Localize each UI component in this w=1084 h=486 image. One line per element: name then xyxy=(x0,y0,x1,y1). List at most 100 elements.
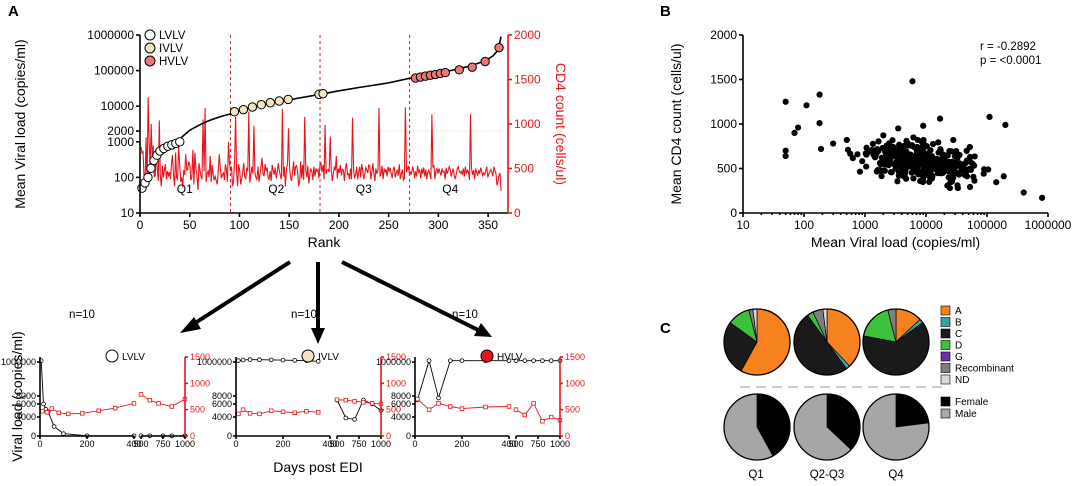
group-label: Q4 xyxy=(888,469,904,481)
subtype-legend-swatch xyxy=(940,328,951,339)
subtype-legend-swatch xyxy=(940,374,951,385)
cd4-point xyxy=(44,410,50,415)
cd4-point xyxy=(113,405,118,411)
scatter-point xyxy=(863,163,870,170)
quartile-label: Q4 xyxy=(442,182,458,196)
y-tick-label: 1000000 xyxy=(197,357,232,367)
scatter-point xyxy=(876,159,884,167)
x-tick-label: 1000 xyxy=(852,218,879,232)
legend-label: HVLV xyxy=(497,352,523,363)
cd4-point xyxy=(269,408,274,413)
scatter-point xyxy=(956,151,963,159)
scatter-point xyxy=(993,179,1000,186)
viral-load-line xyxy=(336,399,382,420)
x-tick-label: 10000 xyxy=(909,218,943,232)
cd4-point xyxy=(343,397,348,403)
y-tick-label: 0 xyxy=(227,431,232,441)
quartile-label: Q3 xyxy=(356,182,372,196)
scatter-point xyxy=(986,113,993,120)
y-tick-label: 2000 xyxy=(107,124,134,138)
x-tick-label: 1000 xyxy=(175,439,195,449)
y-tick-label: 4000 xyxy=(16,412,36,422)
legend-label: LVLV xyxy=(122,352,145,363)
cd4-point xyxy=(426,407,432,412)
scatter-point xyxy=(782,152,789,160)
cd4-point xyxy=(316,410,321,415)
y2-tick-label: 1000 xyxy=(514,117,541,131)
scatter-point xyxy=(894,178,901,185)
viral-load-point xyxy=(257,357,262,363)
scatter-point xyxy=(943,159,951,166)
y2-tick-label: 0 xyxy=(514,206,521,220)
y2-axis-label: CD4 count (cells/ul) xyxy=(553,63,569,185)
scatter-point xyxy=(923,157,930,165)
group-label: Q1 xyxy=(748,469,763,481)
subtype-legend-swatch xyxy=(940,305,951,316)
scatter-point xyxy=(873,146,881,153)
y-tick-label: 1000 xyxy=(710,117,737,131)
cd4-point xyxy=(280,409,286,414)
subtype-legend-label: ND xyxy=(955,375,969,386)
viral-load-point xyxy=(447,358,453,363)
scatter-point xyxy=(816,120,823,127)
subtype-legend-label: G xyxy=(955,352,963,363)
scatter-point xyxy=(981,166,988,173)
cd4-point xyxy=(540,419,545,424)
scatter-point xyxy=(928,175,936,182)
scatter-point xyxy=(950,136,957,144)
scatter-point xyxy=(967,166,974,174)
subtype-legend-swatch xyxy=(940,317,951,327)
ivlv-markers xyxy=(238,104,249,115)
viral-load-point xyxy=(436,395,441,401)
cd4-point xyxy=(448,404,453,409)
cd4-point xyxy=(531,401,536,406)
scatter-point xyxy=(936,115,944,122)
y-tick-label: 0 xyxy=(31,431,36,441)
scatter-point xyxy=(920,122,927,129)
lvlv-markers xyxy=(143,172,153,183)
x-tick-label: 750 xyxy=(351,439,366,449)
scatter-point xyxy=(782,98,789,105)
y2-tick-label: 500 xyxy=(514,162,534,176)
x-axis-label: Rank xyxy=(308,234,342,250)
n-label: n=10 xyxy=(452,309,478,321)
y-axis-label: Mean Viral load (copies/ml) xyxy=(12,39,28,208)
y2-tick-label: 0 xyxy=(190,431,195,441)
viral-load-point xyxy=(522,358,528,363)
legend-marker xyxy=(480,349,494,363)
scatter-point xyxy=(816,91,823,98)
y-tick-label: 1000000 xyxy=(376,357,411,367)
legend-label: HVLV xyxy=(159,56,189,68)
lvlv-markers xyxy=(175,137,185,147)
scatter-point xyxy=(880,132,887,139)
legend-marker xyxy=(144,55,156,67)
scatter-point xyxy=(859,158,866,165)
cd4-point xyxy=(56,410,61,416)
x-tick-label: 500 xyxy=(133,439,148,449)
scatter-point xyxy=(887,157,894,164)
scatter-point xyxy=(935,149,942,156)
subtype-legend-label: A xyxy=(955,306,962,317)
scatter-point xyxy=(937,164,944,171)
y2-tick-label: 2000 xyxy=(514,28,541,42)
sex-legend-swatch xyxy=(940,396,951,407)
viral-load-point xyxy=(531,358,536,363)
x-tick-label: 0 xyxy=(137,218,144,232)
x-tick-label: 1000000 xyxy=(1025,218,1072,232)
scatter-point xyxy=(794,124,802,131)
panel-b-scatter: 10 100 1000 10000 100000 1000000 0 500 1000 1500 2… xyxy=(668,28,1072,250)
cd4-point xyxy=(292,410,297,416)
viral-load-point xyxy=(548,358,554,363)
scatter-point xyxy=(847,150,854,157)
ivlv-markers xyxy=(283,94,293,105)
x-tick-label: 100 xyxy=(229,218,249,232)
scatter-point xyxy=(871,154,879,161)
ivlv-markers xyxy=(318,88,328,99)
y-tick-label: 6000 xyxy=(16,399,36,409)
sex-legend-swatch xyxy=(940,408,951,419)
y2-tick-label: 1000 xyxy=(565,378,585,388)
cd4-line xyxy=(42,402,135,415)
sex-legend-label: Male xyxy=(955,409,977,420)
